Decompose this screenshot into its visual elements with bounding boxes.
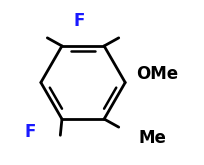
Text: F: F xyxy=(24,123,36,141)
Text: Me: Me xyxy=(137,130,165,148)
Text: OMe: OMe xyxy=(136,65,178,82)
Text: F: F xyxy=(73,12,84,30)
